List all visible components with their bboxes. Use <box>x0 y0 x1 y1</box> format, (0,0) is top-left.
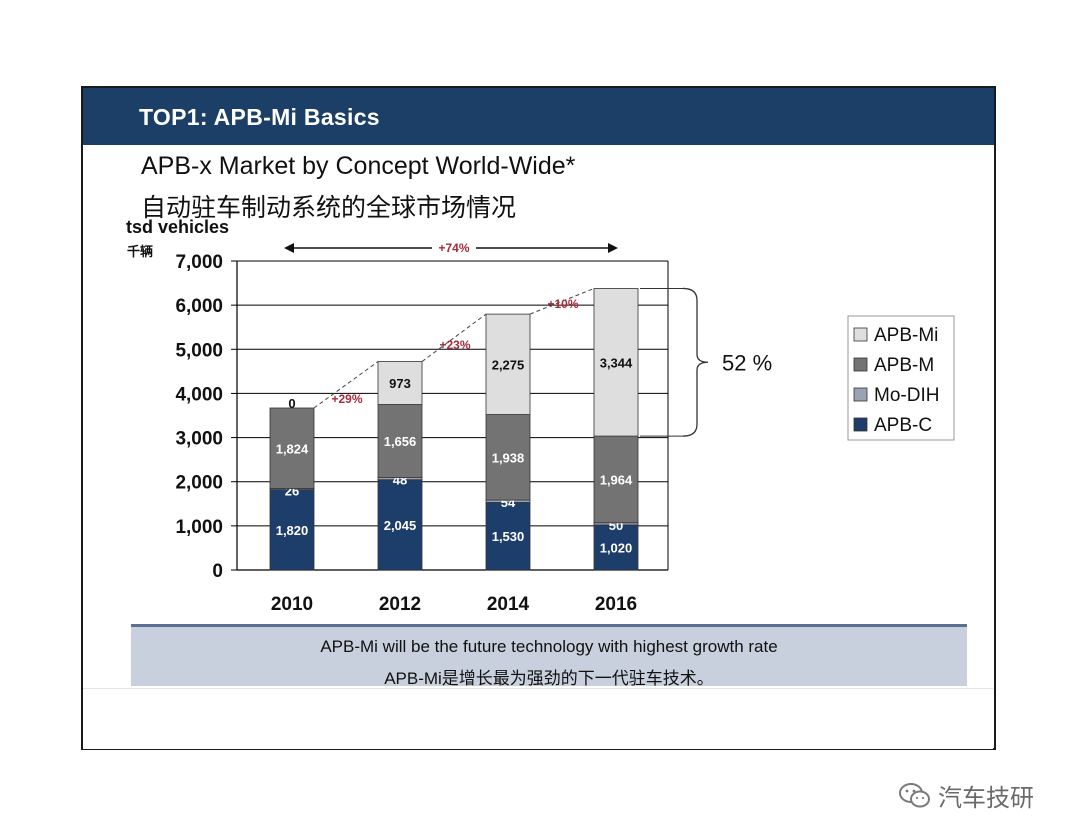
data-label-apb-c-2010: 1,820 <box>276 523 309 538</box>
y-tick-label: 1,000 <box>175 517 223 538</box>
header-bar: TOP1: APB-Mi Basics <box>83 88 994 145</box>
legend-swatch-apb-c <box>853 417 868 432</box>
legend-swatch-apb-mi <box>853 327 868 342</box>
legend-swatch-apb-m <box>853 357 868 372</box>
x-tick-label-2012: 2012 <box>379 594 421 615</box>
growth-label: +23% <box>439 338 470 352</box>
data-label-apb-mi-2010: 0 <box>288 396 295 411</box>
y-tick-label: 3,000 <box>175 429 223 450</box>
overall-growth-label-bg <box>432 238 476 254</box>
bar-apb-mi-2014 <box>485 313 531 415</box>
data-label-apb-m-2012: 1,656 <box>384 434 417 449</box>
y-tick-label: 4,000 <box>175 384 223 405</box>
bar-apb-m-2016 <box>593 435 639 524</box>
y-axis-label: tsd vehicles <box>126 217 229 237</box>
growth-connector <box>313 361 379 409</box>
data-label-apb-m-2016: 1,964 <box>600 472 633 487</box>
legend-label-apb-m: APB-M <box>874 355 934 376</box>
bar-apb-c-2014 <box>485 502 531 571</box>
growth-connector <box>421 313 487 362</box>
x-tick-label-2016: 2016 <box>595 594 637 615</box>
x-tick-label-2014: 2014 <box>487 594 530 615</box>
data-label-apb-c-2016: 1,020 <box>600 540 633 555</box>
y-tick-label: 2,000 <box>175 473 223 494</box>
legend-swatch-mo-dih <box>853 387 868 402</box>
data-label-apb-c-2012: 2,045 <box>384 518 417 533</box>
growth-label: +10% <box>547 297 578 311</box>
bar-apb-m-2012 <box>377 404 423 479</box>
legend-label-mo-dih: Mo-DIH <box>874 385 939 406</box>
y-axis-label-chinese: 千辆 <box>127 244 153 259</box>
data-label-apb-mi-2014: 2,275 <box>492 357 525 372</box>
chart-title-chinese: 自动驻车制动系统的全球市场情况 <box>141 194 517 222</box>
bar-apb-c-2010 <box>269 489 315 571</box>
overall-growth-label: +74% <box>438 241 469 255</box>
y-tick-label: 7,000 <box>175 252 223 273</box>
y-tick-label: 0 <box>212 561 223 582</box>
data-label-apb-m-2010: 1,824 <box>276 441 309 456</box>
chart-title: APB-x Market by Concept World-Wide* <box>141 152 576 180</box>
watermark: 汽车技研 <box>898 778 1034 813</box>
header-title: TOP1: APB-Mi Basics <box>139 104 380 130</box>
conclusion-line-chinese: APB-Mi是增长最为强劲的下一代驻车技术。 <box>384 669 714 688</box>
bar-apb-mi-2012 <box>377 361 423 405</box>
blank-strip <box>83 688 993 749</box>
slide-frame: TOP1: APB-Mi Basics APB-x Market by Conc… <box>81 86 996 750</box>
conclusion-line-english: APB-Mi will be the future technology wit… <box>320 637 778 656</box>
share-brace <box>682 287 709 437</box>
x-tick-label-2010: 2010 <box>271 594 313 615</box>
legend-label-apb-mi: APB-Mi <box>874 325 938 346</box>
bar-apb-mi-2016 <box>593 288 639 437</box>
legend-label-apb-c: APB-C <box>874 415 932 436</box>
conclusion-box: APB-Mi will be the future technology wit… <box>131 624 967 688</box>
growth-connector <box>529 287 595 315</box>
y-tick-label: 6,000 <box>175 296 223 317</box>
data-label-apb-m-2014: 1,938 <box>492 450 525 465</box>
data-label-apb-mi-2016: 3,344 <box>600 355 633 370</box>
arrow-head-right <box>608 243 618 253</box>
data-label-apb-c-2014: 1,530 <box>492 529 525 544</box>
bar-apb-c-2016 <box>593 524 639 571</box>
arrow-head-left <box>284 243 294 253</box>
growth-label: +29% <box>331 392 362 406</box>
y-tick-label: 5,000 <box>175 340 223 361</box>
data-label-apb-mi-2012: 973 <box>389 376 411 391</box>
wechat-icon <box>899 782 930 807</box>
share-label: 52 % <box>722 350 772 375</box>
watermark-text: 汽车技研 <box>938 785 1034 812</box>
bar-apb-m-2010 <box>269 407 315 489</box>
